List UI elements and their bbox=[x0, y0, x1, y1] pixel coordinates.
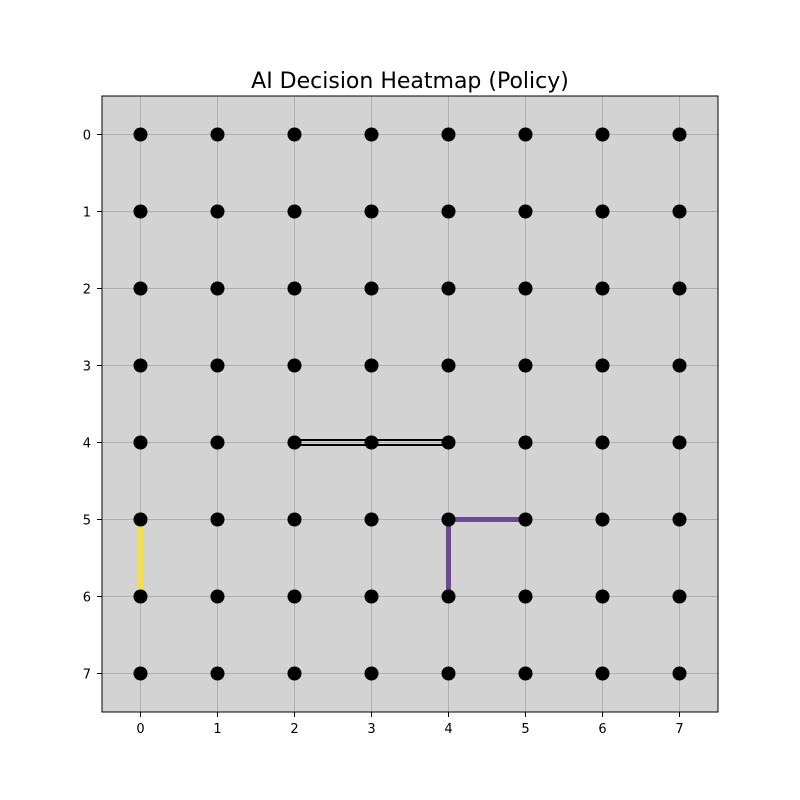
node-1-4 bbox=[210, 435, 225, 450]
node-2-7 bbox=[287, 666, 302, 681]
node-5-5 bbox=[518, 512, 533, 527]
node-7-4 bbox=[672, 435, 687, 450]
x-tick-label-7: 7 bbox=[675, 722, 683, 737]
x-tick-label-6: 6 bbox=[598, 722, 606, 737]
x-tick-label-2: 2 bbox=[290, 722, 298, 737]
node-0-6 bbox=[133, 589, 148, 604]
axis-ticks: 0 1 2 3 4 5 6 7 0 1 2 3 4 5 6 7 bbox=[83, 129, 684, 738]
node-3-6 bbox=[364, 589, 379, 604]
node-7-3 bbox=[672, 358, 687, 373]
node-5-7 bbox=[518, 666, 533, 681]
y-tick-label-2: 2 bbox=[83, 283, 91, 298]
grid-nodes bbox=[133, 127, 687, 681]
node-4-5 bbox=[441, 512, 456, 527]
node-2-1 bbox=[287, 204, 302, 219]
node-0-0 bbox=[133, 127, 148, 142]
y-tick-label-0: 0 bbox=[83, 129, 91, 144]
node-0-5 bbox=[133, 512, 148, 527]
node-4-4 bbox=[441, 435, 456, 450]
node-3-2 bbox=[364, 281, 379, 296]
node-4-2 bbox=[441, 281, 456, 296]
node-6-3 bbox=[595, 358, 610, 373]
x-tick-label-4: 4 bbox=[444, 722, 452, 737]
node-4-1 bbox=[441, 204, 456, 219]
node-1-3 bbox=[210, 358, 225, 373]
node-0-3 bbox=[133, 358, 148, 373]
node-1-1 bbox=[210, 204, 225, 219]
node-7-6 bbox=[672, 589, 687, 604]
y-tick-label-7: 7 bbox=[83, 668, 91, 683]
node-3-5 bbox=[364, 512, 379, 527]
y-tick-label-4: 4 bbox=[83, 437, 91, 452]
x-tick-label-1: 1 bbox=[213, 722, 221, 737]
node-5-3 bbox=[518, 358, 533, 373]
node-6-2 bbox=[595, 281, 610, 296]
node-2-5 bbox=[287, 512, 302, 527]
node-2-3 bbox=[287, 358, 302, 373]
node-1-0 bbox=[210, 127, 225, 142]
node-5-0 bbox=[518, 127, 533, 142]
node-1-5 bbox=[210, 512, 225, 527]
node-6-1 bbox=[595, 204, 610, 219]
node-0-4 bbox=[133, 435, 148, 450]
node-6-4 bbox=[595, 435, 610, 450]
node-0-2 bbox=[133, 281, 148, 296]
node-5-4 bbox=[518, 435, 533, 450]
node-7-2 bbox=[672, 281, 687, 296]
y-tick-label-3: 3 bbox=[83, 360, 91, 375]
x-tick-label-5: 5 bbox=[521, 722, 529, 737]
node-2-6 bbox=[287, 589, 302, 604]
node-7-0 bbox=[672, 127, 687, 142]
node-5-1 bbox=[518, 204, 533, 219]
node-4-7 bbox=[441, 666, 456, 681]
node-0-7 bbox=[133, 666, 148, 681]
node-5-2 bbox=[518, 281, 533, 296]
node-2-4 bbox=[287, 435, 302, 450]
node-5-6 bbox=[518, 589, 533, 604]
node-6-7 bbox=[595, 666, 610, 681]
node-4-0 bbox=[441, 127, 456, 142]
node-6-5 bbox=[595, 512, 610, 527]
node-3-4 bbox=[364, 435, 379, 450]
plot-frame bbox=[101, 95, 719, 713]
node-6-0 bbox=[595, 127, 610, 142]
node-3-7 bbox=[364, 666, 379, 681]
node-1-2 bbox=[210, 281, 225, 296]
node-3-0 bbox=[364, 127, 379, 142]
plot-area bbox=[102, 96, 718, 712]
node-1-6 bbox=[210, 589, 225, 604]
node-4-3 bbox=[441, 358, 456, 373]
node-7-5 bbox=[672, 512, 687, 527]
node-1-7 bbox=[210, 666, 225, 681]
node-3-1 bbox=[364, 204, 379, 219]
node-7-1 bbox=[672, 204, 687, 219]
chart-title: AI Decision Heatmap (Policy) bbox=[251, 69, 569, 94]
x-tick-label-0: 0 bbox=[136, 722, 144, 737]
node-2-0 bbox=[287, 127, 302, 142]
grid-lines bbox=[102, 96, 718, 712]
x-tick-label-3: 3 bbox=[367, 722, 375, 737]
y-tick-label-1: 1 bbox=[83, 206, 91, 221]
node-0-1 bbox=[133, 204, 148, 219]
y-tick-label-5: 5 bbox=[83, 514, 91, 529]
node-3-3 bbox=[364, 358, 379, 373]
node-6-6 bbox=[595, 589, 610, 604]
y-tick-label-6: 6 bbox=[83, 591, 91, 606]
node-2-2 bbox=[287, 281, 302, 296]
node-7-7 bbox=[672, 666, 687, 681]
node-4-6 bbox=[441, 589, 456, 604]
